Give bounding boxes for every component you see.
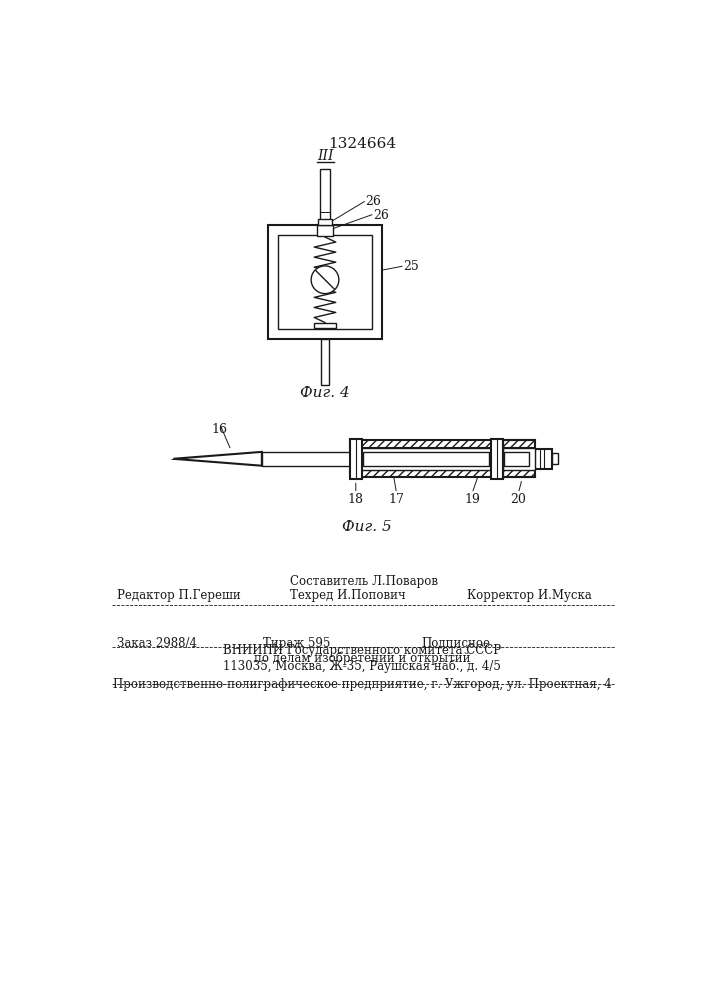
- Bar: [268, 225, 382, 339]
- Bar: [351, 448, 503, 470]
- Text: Составитель Л.Поваров: Составитель Л.Поваров: [291, 575, 438, 588]
- Bar: [503, 448, 535, 470]
- Text: Подписное: Подписное: [421, 637, 490, 650]
- Text: Фиг. 4: Фиг. 4: [300, 386, 350, 400]
- Bar: [351, 470, 503, 477]
- Text: 19: 19: [464, 493, 480, 506]
- Text: Фиг. 5: Фиг. 5: [342, 520, 392, 534]
- Bar: [320, 169, 330, 225]
- Text: Техред И.Попович: Техред И.Попович: [291, 589, 406, 602]
- Bar: [314, 323, 336, 328]
- Text: 25: 25: [404, 260, 419, 273]
- Text: 1324664: 1324664: [328, 137, 396, 151]
- Bar: [321, 339, 329, 385]
- Text: Заказ 2988/4: Заказ 2988/4: [117, 637, 197, 650]
- Bar: [351, 439, 362, 479]
- Bar: [503, 440, 535, 448]
- Text: Редактор П.Гереши: Редактор П.Гереши: [117, 589, 241, 602]
- Bar: [278, 235, 372, 329]
- Bar: [317, 225, 333, 235]
- Text: 26: 26: [373, 209, 389, 222]
- Text: 17: 17: [389, 493, 404, 506]
- Text: по делам изобретений и открытий: по делам изобретений и открытий: [254, 652, 470, 665]
- Text: Тираж 595: Тираж 595: [264, 637, 331, 650]
- Bar: [351, 440, 503, 448]
- Text: ВНИИПИ Государственного комитета СССР: ВНИИПИ Государственного комитета СССР: [223, 644, 501, 657]
- Bar: [318, 219, 332, 225]
- Text: Производственно-полиграфическое предприятие, г. Ужгород, ул. Проектная, 4: Производственно-полиграфическое предприя…: [112, 678, 612, 691]
- Bar: [491, 439, 503, 479]
- Bar: [363, 452, 489, 466]
- Circle shape: [311, 266, 339, 294]
- Text: 18: 18: [348, 493, 364, 506]
- Text: Корректор И.Муска: Корректор И.Муска: [467, 589, 592, 602]
- Text: III: III: [317, 149, 334, 163]
- Polygon shape: [173, 452, 262, 466]
- Text: 113035, Москва, Ж-35, Раушская наб., д. 4/5: 113035, Москва, Ж-35, Раушская наб., д. …: [223, 659, 501, 673]
- Bar: [535, 449, 552, 469]
- Bar: [503, 470, 535, 477]
- Text: 20: 20: [510, 493, 526, 506]
- Bar: [552, 453, 559, 464]
- Bar: [504, 452, 529, 466]
- Text: 26: 26: [365, 195, 381, 208]
- Text: 16: 16: [211, 423, 228, 436]
- Bar: [262, 452, 375, 466]
